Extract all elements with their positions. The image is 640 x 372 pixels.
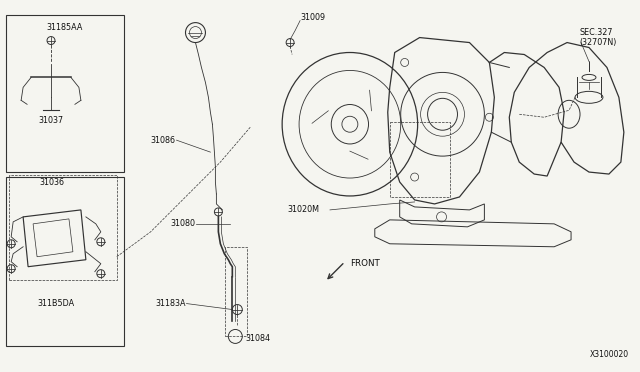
Text: 31084: 31084 bbox=[245, 334, 270, 343]
Text: (32707N): (32707N) bbox=[579, 38, 616, 47]
Text: 31080: 31080 bbox=[170, 219, 195, 228]
Text: 31009: 31009 bbox=[300, 13, 325, 22]
Text: X3100020: X3100020 bbox=[589, 350, 629, 359]
Text: 31036: 31036 bbox=[39, 177, 64, 186]
Bar bbox=[6, 15, 124, 172]
Text: 31086: 31086 bbox=[150, 136, 175, 145]
Bar bbox=[225, 247, 247, 336]
Bar bbox=[6, 177, 124, 346]
Text: 31020M: 31020M bbox=[287, 205, 319, 214]
Bar bbox=[9, 175, 116, 280]
Text: 31183A: 31183A bbox=[155, 299, 186, 308]
Text: SEC.327: SEC.327 bbox=[579, 28, 612, 37]
Text: 31037: 31037 bbox=[38, 116, 63, 125]
Text: 31185AA: 31185AA bbox=[46, 23, 83, 32]
Text: FRONT: FRONT bbox=[350, 259, 380, 268]
Text: 311B5DA: 311B5DA bbox=[37, 299, 74, 308]
